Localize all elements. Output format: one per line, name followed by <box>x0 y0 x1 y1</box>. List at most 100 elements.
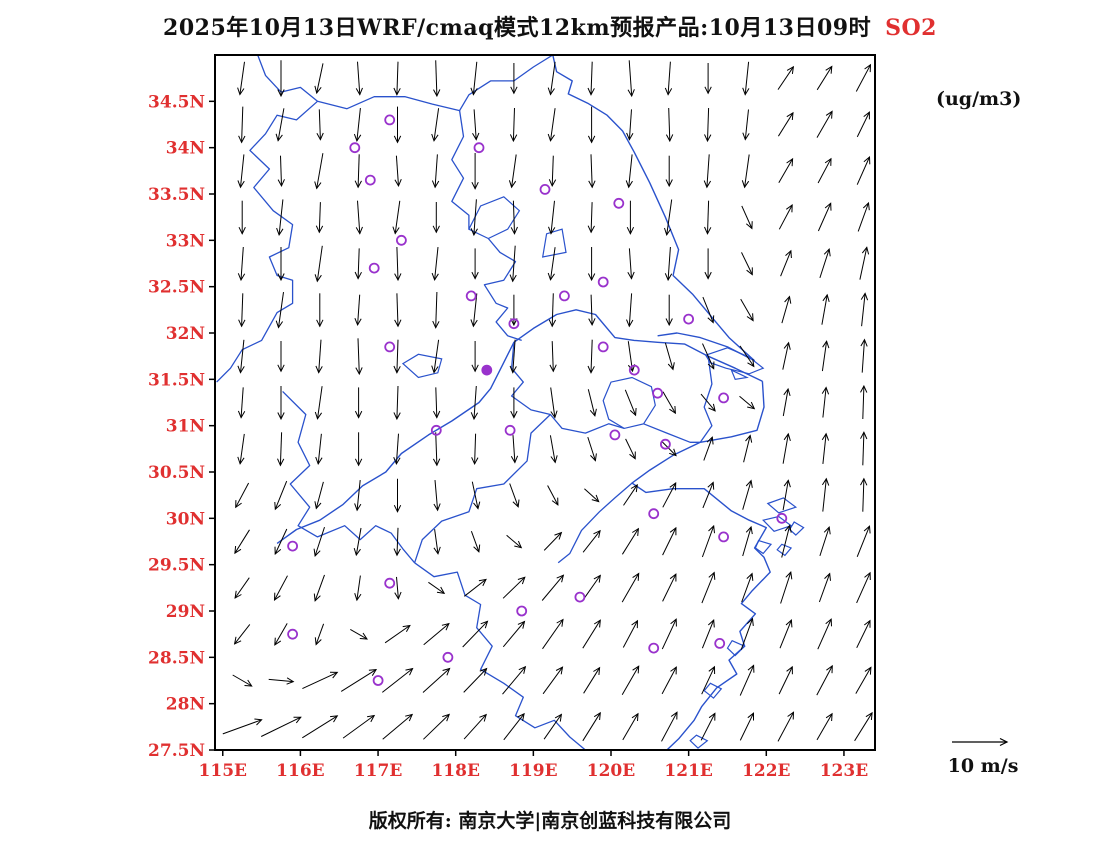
wind-arrow-head <box>509 365 517 374</box>
wind-arrow-head <box>237 87 245 96</box>
wind-arrow-head <box>627 89 635 98</box>
wind-arrow-head <box>432 320 440 329</box>
wind-arrow-shaft <box>862 432 865 466</box>
wind-arrow-shaft <box>661 712 678 742</box>
wind-arrow-head <box>670 618 677 627</box>
wind-arrow-head <box>822 293 830 303</box>
wind-arrow-shaft <box>396 61 399 95</box>
wind-arrow-shaft <box>744 154 750 188</box>
wind-arrow-shaft <box>502 621 525 648</box>
wind-arrow-head <box>517 576 526 585</box>
wind-arrow-head <box>234 545 242 555</box>
wind-arrow-shaft <box>856 572 871 604</box>
wind-arrow-head <box>431 180 440 189</box>
wind-arrow-head <box>860 384 868 393</box>
wind-arrow-head <box>480 620 489 629</box>
boundary-path <box>510 342 625 434</box>
wind-arrow-shaft <box>543 714 562 740</box>
wind-arrow-head <box>745 525 753 535</box>
y-tick-label: 28.5N <box>148 648 205 668</box>
wind-arrow-shaft <box>664 342 674 370</box>
station-circle <box>718 531 729 543</box>
wind-arrow-head <box>554 713 563 722</box>
station-circle <box>384 577 396 589</box>
wind-arrow-head <box>783 387 791 397</box>
wind-arrow-shaft <box>550 108 556 141</box>
wind-arrow-shaft <box>550 247 556 280</box>
wind-arrow-shaft <box>278 292 284 328</box>
wind-arrow-shaft <box>278 199 284 235</box>
wind-arrow-head <box>431 133 439 142</box>
wind-arrow-shaft <box>780 250 792 277</box>
wind-arrow-head <box>864 571 871 581</box>
wind-arrow-head <box>548 319 557 328</box>
wind-arrow-head <box>746 572 754 581</box>
wind-arrow-head <box>708 524 715 534</box>
wind-arrow-shaft <box>628 293 633 327</box>
wind-arrow-shaft <box>821 341 828 372</box>
wind-arrow-head <box>237 456 245 465</box>
station-circle <box>372 675 384 686</box>
wind-arrow-shaft <box>740 618 753 650</box>
wind-arrow-head <box>593 574 601 583</box>
wind-arrow-head <box>510 226 518 235</box>
wind-arrow-head <box>630 483 638 493</box>
wind-arrow-shaft <box>700 393 716 412</box>
wind-arrow-head <box>354 458 363 467</box>
wind-arrow-shaft <box>240 387 244 418</box>
wind-arrow-head <box>670 666 677 675</box>
lake-path <box>602 376 656 430</box>
station-circle <box>384 114 396 126</box>
coastline-path <box>631 381 771 750</box>
wind-arrow-shaft <box>816 665 833 696</box>
wind-arrow-shaft <box>239 433 245 464</box>
wind-arrow-shaft <box>512 107 515 142</box>
wind-arrow-head <box>669 481 677 491</box>
wind-arrow-shaft <box>859 247 868 280</box>
wind-arrow-head <box>238 135 246 144</box>
wind-arrow-shaft <box>541 574 564 601</box>
station-circle <box>648 642 660 654</box>
wind-arrow-head <box>431 365 439 374</box>
page-title: 2025年10月13日WRF/cmaq模式12km预报产品:10月13日09时 S… <box>0 10 1100 42</box>
wind-arrow-head <box>393 412 401 421</box>
wind-arrow-head <box>313 593 321 602</box>
wind-arrow-shaft <box>316 245 323 282</box>
wind-arrow-head <box>821 477 830 486</box>
wind-arrow-shaft <box>819 248 830 279</box>
island-path <box>704 347 765 375</box>
wind-arrow-shaft <box>590 202 593 233</box>
wind-arrow-head <box>470 87 478 96</box>
wind-arrow-shaft <box>470 531 480 552</box>
wind-arrow-head <box>707 619 715 628</box>
wind-arrow-shaft <box>816 713 833 741</box>
wind-arrow-shaft <box>274 623 288 646</box>
wind-arrow-head <box>276 227 284 237</box>
wind-arrow-shaft <box>434 154 438 188</box>
wind-arrow-shaft <box>384 625 411 644</box>
wind-arrow-shaft <box>550 387 556 418</box>
wind-arrow-head <box>707 361 715 370</box>
wind-arrow-head <box>626 319 634 328</box>
wind-arrow-shaft <box>434 529 439 554</box>
wind-arrow-shaft <box>862 478 865 512</box>
wind-arrow-shaft <box>590 61 593 95</box>
wind-arrow-shaft <box>433 108 440 141</box>
wind-arrow-shaft <box>314 526 325 557</box>
wind-arrow-head <box>353 133 362 143</box>
wind-arrow-head <box>509 274 517 283</box>
wind-arrow-shaft <box>744 109 749 140</box>
wind-arrow-head <box>785 619 793 628</box>
y-tick-label: 34N <box>166 139 205 159</box>
boundary-path <box>699 356 713 443</box>
wind-arrow-shaft <box>274 528 288 555</box>
wind-arrow-head <box>393 87 401 96</box>
wind-arrow-head <box>783 479 791 488</box>
boundary-path <box>557 482 633 564</box>
wind-arrow-head <box>237 365 245 374</box>
map-layers <box>216 55 805 750</box>
y-tick-label: 30.5N <box>148 463 205 483</box>
wind-arrow-shaft <box>302 671 338 690</box>
wind-arrow-shaft <box>739 665 755 696</box>
